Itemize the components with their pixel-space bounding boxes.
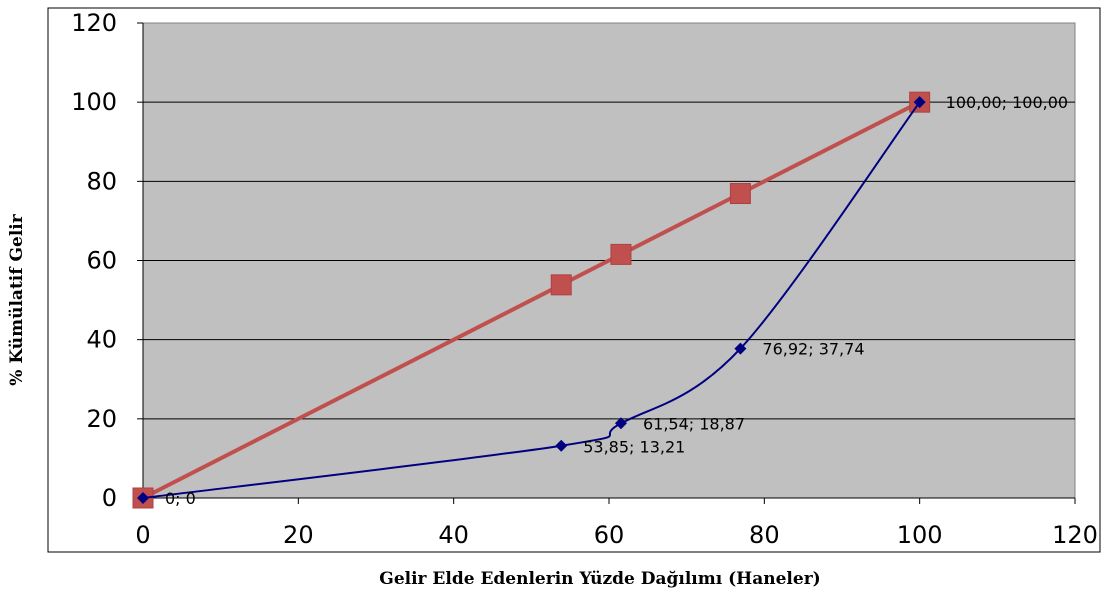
y-axis-title: % Kümülatif Gelir	[7, 213, 27, 385]
series-0-marker	[550, 274, 572, 296]
series-1-marker	[137, 492, 149, 504]
x-tick-label: 40	[438, 521, 469, 549]
y-tick-label: 60	[86, 247, 117, 275]
data-label: 76,92; 37,74	[762, 340, 864, 359]
x-tick-label: 120	[1052, 521, 1098, 549]
x-tick-label: 60	[594, 521, 625, 549]
y-tick-label: 120	[71, 9, 117, 37]
series-layer	[132, 91, 931, 509]
tick-labels: 0 20 40 60 80 100 120 0 20 40 60 80 100 120	[71, 9, 1098, 549]
data-label: 0; 0	[165, 489, 196, 508]
data-labels: 0; 0 53,85; 13,21 61,54; 18,87 76,92; 37,74…	[165, 93, 1068, 508]
y-tick-label: 0	[102, 484, 117, 512]
data-label: 61,54; 18,87	[643, 414, 745, 433]
series-0-marker	[729, 183, 751, 205]
y-tick-label: 40	[86, 326, 117, 354]
series-1-marker	[555, 439, 568, 452]
series-1-marker	[614, 417, 627, 430]
series-0-marker	[610, 243, 632, 265]
y-tick-label: 80	[86, 167, 117, 195]
x-axis-title: Gelir Elde Edenlerin Yüzde Dağılımı (Han…	[379, 569, 820, 589]
data-label: 100,00; 100,00	[946, 93, 1068, 112]
data-label: 53,85; 13,21	[583, 438, 685, 457]
x-tick-label: 20	[283, 521, 314, 549]
series-1-marker	[734, 342, 747, 355]
y-tick-label: 100	[71, 88, 117, 116]
x-tick-label: 80	[749, 521, 780, 549]
x-tick-label: 0	[135, 521, 150, 549]
x-tick-label: 100	[897, 521, 943, 549]
series-1-marker	[913, 96, 926, 109]
y-tick-label: 20	[86, 405, 117, 433]
